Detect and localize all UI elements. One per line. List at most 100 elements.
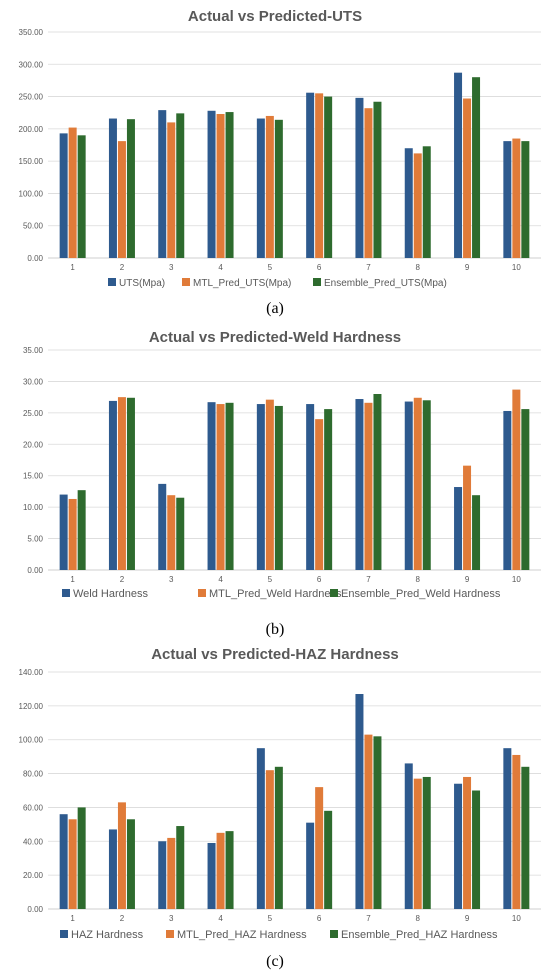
chart-title: Actual vs Predicted-Weld Hardness — [149, 329, 401, 346]
y-tick-label: 120.00 — [19, 702, 44, 711]
bar-series-2-cat-10 — [512, 754, 521, 909]
bar-series-3-cat-10 — [521, 766, 530, 909]
bar-series-3-cat-9 — [472, 495, 481, 570]
y-tick-label: 0.00 — [27, 254, 43, 263]
bar-series-2-cat-4 — [216, 404, 225, 570]
bar-series-2-cat-5 — [265, 770, 274, 909]
x-tick-label: 1 — [70, 263, 75, 272]
bar-series-3-cat-8 — [422, 146, 431, 258]
x-tick-label: 3 — [169, 263, 174, 272]
y-tick-label: 20.00 — [23, 871, 44, 880]
bar-series-3-cat-6 — [324, 96, 333, 258]
bar-series-1-cat-5 — [256, 404, 265, 570]
legend-label: MTL_Pred_Weld Hardness — [209, 588, 342, 600]
legend-label: HAZ Hardness — [71, 929, 144, 941]
bar-series-3-cat-3 — [176, 497, 185, 570]
panel-caption: (c) — [266, 953, 284, 970]
chart-panel-2: Actual vs Predicted-Weld Hardness 0.00 5.0… — [23, 329, 541, 638]
x-tick-label: 3 — [169, 914, 174, 923]
x-tick-label: 9 — [465, 575, 470, 584]
y-tick-label: 60.00 — [23, 803, 44, 812]
y-tick-label: 50.00 — [23, 222, 44, 231]
bar-series-3-cat-10 — [521, 409, 530, 570]
x-tick-label: 1 — [70, 575, 75, 584]
bar-series-2-cat-2 — [117, 397, 126, 570]
bar-series-1-cat-1 — [59, 133, 68, 258]
bar-series-3-cat-4 — [225, 112, 234, 258]
bar-series-2-cat-7 — [364, 734, 373, 909]
y-tick-label: 0.00 — [27, 566, 43, 575]
bar-series-1-cat-1 — [59, 814, 68, 909]
bar-series-2-cat-1 — [68, 127, 77, 259]
legend-swatch — [108, 278, 116, 286]
bar-series-1-cat-9 — [454, 783, 463, 909]
y-tick-label: 15.00 — [23, 472, 44, 481]
bar-series-1-cat-8 — [404, 148, 413, 258]
y-tick-label: 80.00 — [23, 770, 44, 779]
bar-series-2-cat-4 — [216, 114, 225, 259]
legend-swatch — [313, 278, 321, 286]
x-tick-label: 1 — [70, 914, 75, 923]
x-tick-label: 6 — [317, 263, 322, 272]
x-tick-label: 6 — [317, 914, 322, 923]
x-tick-label: 9 — [465, 263, 470, 272]
x-tick-label: 3 — [169, 575, 174, 584]
legend-label: Ensemble_Pred_UTS(Mpa) — [324, 278, 447, 289]
bar-series-3-cat-1 — [77, 807, 86, 909]
bar-series-2-cat-1 — [68, 819, 77, 909]
bar-series-2-cat-8 — [413, 778, 422, 909]
x-tick-label: 7 — [366, 263, 371, 272]
bar-series-2-cat-5 — [265, 399, 274, 570]
x-tick-label: 5 — [268, 575, 273, 584]
x-tick-label: 10 — [512, 575, 521, 584]
x-tick-label: 5 — [268, 263, 273, 272]
bar-series-3-cat-6 — [324, 409, 333, 570]
chart-title: Actual vs Predicted-HAZ Hardness — [151, 646, 399, 663]
legend-swatch — [166, 930, 174, 938]
legend-swatch — [330, 589, 338, 597]
bar-series-3-cat-3 — [176, 113, 185, 258]
bar-series-1-cat-3 — [158, 110, 167, 258]
bar-series-1-cat-5 — [256, 748, 265, 909]
x-tick-label: 4 — [218, 575, 223, 584]
x-tick-label: 4 — [218, 914, 223, 923]
x-tick-label: 2 — [120, 263, 125, 272]
bar-series-2-cat-2 — [117, 141, 126, 258]
y-tick-label: 5.00 — [27, 535, 43, 544]
y-tick-label: 20.00 — [23, 440, 44, 449]
bar-series-3-cat-7 — [373, 101, 382, 258]
bar-series-2-cat-6 — [315, 93, 324, 258]
panel-caption: (b) — [266, 621, 285, 638]
x-tick-label: 5 — [268, 914, 273, 923]
bar-series-1-cat-9 — [454, 487, 463, 570]
bar-series-1-cat-4 — [207, 402, 216, 570]
bar-series-2-cat-9 — [463, 98, 472, 258]
y-tick-label: 0.00 — [27, 905, 43, 914]
legend-label: UTS(Mpa) — [119, 278, 165, 289]
bar-series-2-cat-9 — [463, 776, 472, 909]
bar-series-1-cat-10 — [503, 748, 512, 909]
bar-series-3-cat-10 — [521, 141, 530, 258]
bar-series-2-cat-10 — [512, 138, 521, 258]
bar-series-3-cat-4 — [225, 402, 234, 570]
legend-swatch — [198, 589, 206, 597]
bar-series-2-cat-5 — [265, 115, 274, 258]
bar-series-1-cat-4 — [207, 110, 216, 258]
bar-series-1-cat-7 — [355, 97, 364, 258]
bar-series-2-cat-1 — [68, 498, 77, 570]
bar-series-3-cat-9 — [472, 790, 481, 909]
x-tick-label: 7 — [366, 575, 371, 584]
legend-label: MTL_Pred_HAZ Hardness — [177, 929, 307, 941]
bar-series-1-cat-6 — [306, 404, 315, 570]
bar-series-3-cat-7 — [373, 394, 382, 570]
bar-series-3-cat-5 — [274, 119, 283, 259]
y-tick-label: 30.00 — [23, 377, 44, 386]
bar-series-1-cat-9 — [454, 72, 463, 259]
bar-series-1-cat-1 — [59, 494, 68, 570]
legend-label: Ensemble_Pred_Weld Hardness — [341, 588, 501, 600]
bar-series-1-cat-6 — [306, 92, 315, 258]
bar-series-1-cat-3 — [158, 841, 167, 909]
bar-series-3-cat-5 — [274, 766, 283, 909]
legend-swatch — [182, 278, 190, 286]
